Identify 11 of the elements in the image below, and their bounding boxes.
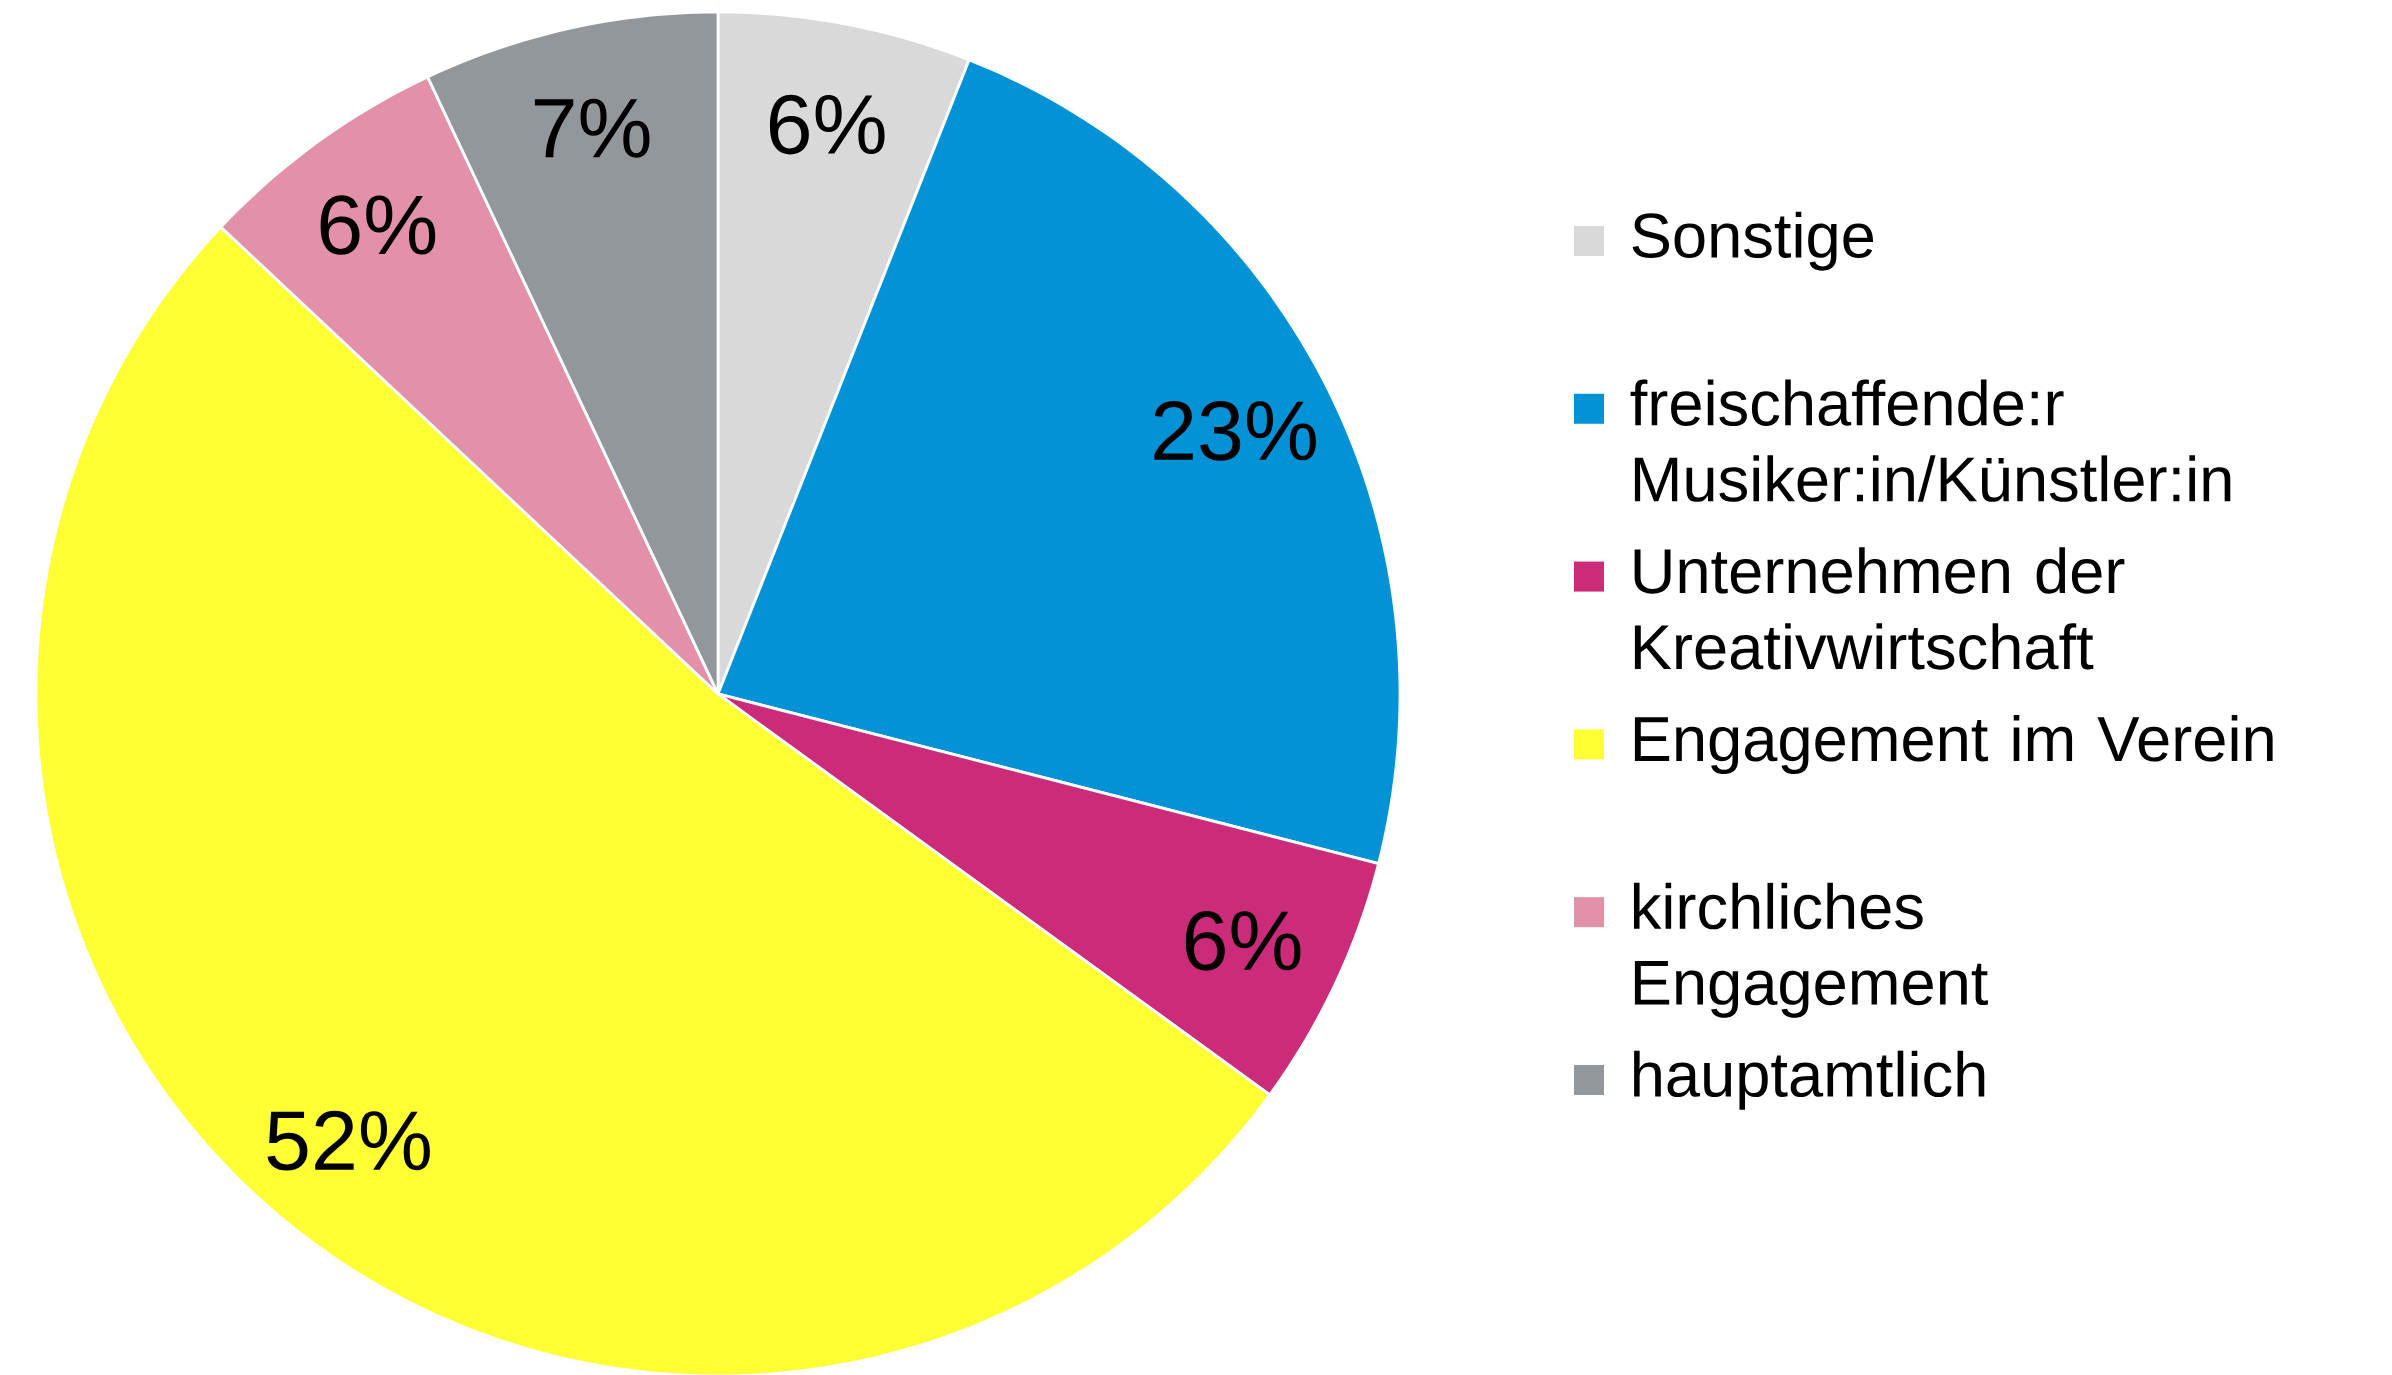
legend-label: Engagement im Verein <box>1634 715 2273 775</box>
data-label: 23% <box>1154 400 1316 461</box>
legend-label: Sonstige <box>1632 211 1874 271</box>
data-label: 7% <box>534 98 650 158</box>
legend-label: hauptamtlich <box>1634 1050 1985 1110</box>
data-label: 6% <box>769 94 885 155</box>
legend-label: Unternehmen der Kreativwirtschaft <box>1634 547 2125 670</box>
legend-label: freischaffende:r Musiker:in/Künstler:in <box>1630 379 2231 502</box>
data-label: 52% <box>267 1110 430 1171</box>
data-label: 6% <box>1185 910 1301 971</box>
data-label: 6% <box>320 195 436 255</box>
